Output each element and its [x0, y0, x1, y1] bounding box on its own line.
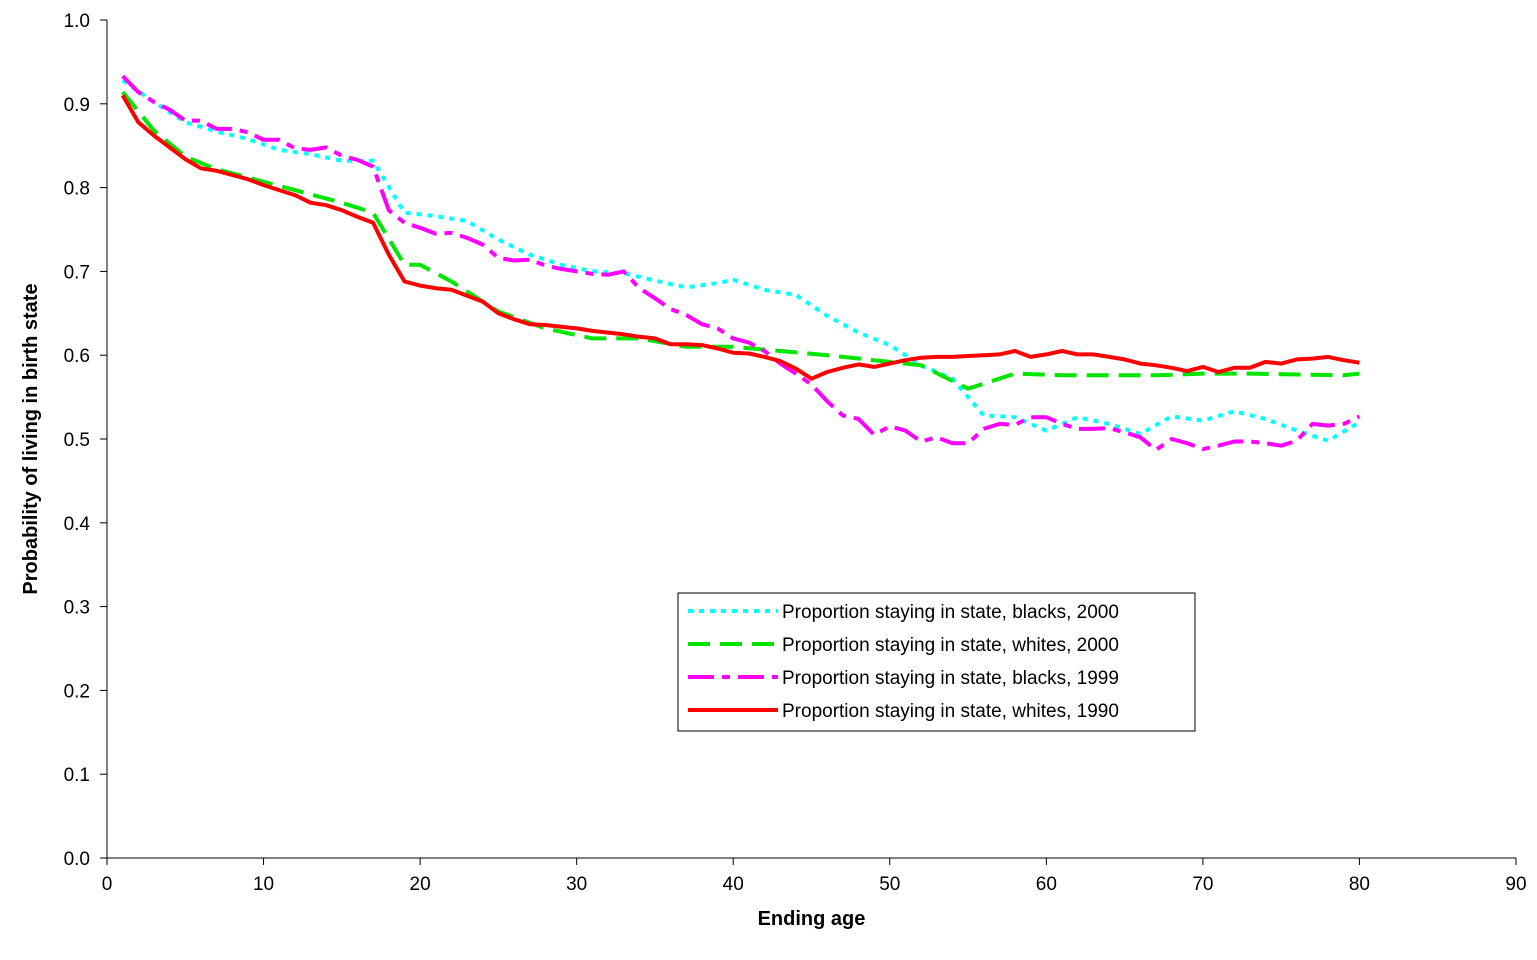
x-tick-label: 20 [410, 874, 431, 895]
y-tick-label: 0.7 [64, 262, 90, 283]
x-tick-label: 60 [1036, 874, 1057, 895]
x-tick-label: 50 [879, 874, 900, 895]
x-tick-label: 40 [723, 874, 744, 895]
y-axis-title: Probability of living in birth state [20, 283, 42, 594]
y-tick-label: 0.2 [64, 681, 90, 702]
x-tick-label: 80 [1349, 874, 1370, 895]
axes [106, 20, 1516, 859]
x-ticks: 0 10 20 30 40 50 60 70 80 90 [102, 858, 1527, 895]
y-tick-label: 0.6 [64, 346, 90, 367]
y-tick-label: 0.4 [64, 514, 91, 535]
y-tick-label: 0.8 [64, 179, 90, 200]
y-tick-label: 1.0 [64, 11, 90, 32]
x-tick-label: 70 [1192, 874, 1213, 895]
x-tick-label: 0 [102, 874, 113, 895]
y-tick-label: 0.9 [64, 95, 90, 116]
y-tick-label: 0.0 [64, 849, 90, 870]
x-tick-label: 90 [1505, 874, 1526, 895]
y-tick-label: 0.5 [64, 430, 90, 451]
series-line-4 [120, 94, 1360, 381]
legend-label: Proportion staying in state, whites, 199… [782, 701, 1119, 722]
series-line-2 [121, 90, 1360, 391]
x-tick-label: 30 [566, 874, 587, 895]
series-line-3 [121, 74, 1361, 452]
series-line-1 [121, 78, 1361, 443]
y-tick-label: 0.1 [64, 765, 90, 786]
legend-label: Proportion staying in state, whites, 200… [782, 635, 1119, 656]
legend-label: Proportion staying in state, blacks, 200… [782, 602, 1119, 623]
legend-label: Proportion staying in state, blacks, 199… [782, 668, 1119, 689]
x-axis-title: Ending age [758, 908, 866, 930]
x-tick-label: 10 [253, 874, 274, 895]
legend: Proportion staying in state, blacks, 200… [677, 592, 1196, 732]
y-tick-label: 0.3 [64, 598, 90, 619]
y-ticks: 0.0 0.1 0.2 0.3 0.4 0.5 0.6 0.7 0.8 0.9 1.0 [64, 11, 107, 870]
series-lines [120, 74, 1361, 452]
